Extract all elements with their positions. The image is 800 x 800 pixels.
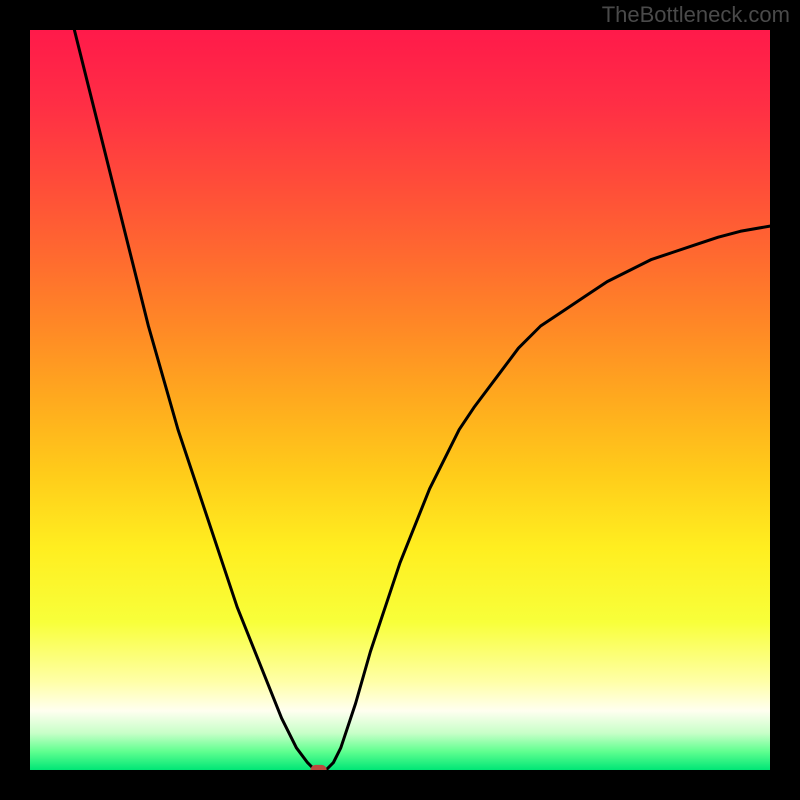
plot-area xyxy=(30,30,770,770)
chart-container: TheBottleneck.com xyxy=(0,0,800,800)
watermark-text: TheBottleneck.com xyxy=(602,2,790,28)
gradient-background xyxy=(30,30,770,770)
chart-svg xyxy=(30,30,770,770)
